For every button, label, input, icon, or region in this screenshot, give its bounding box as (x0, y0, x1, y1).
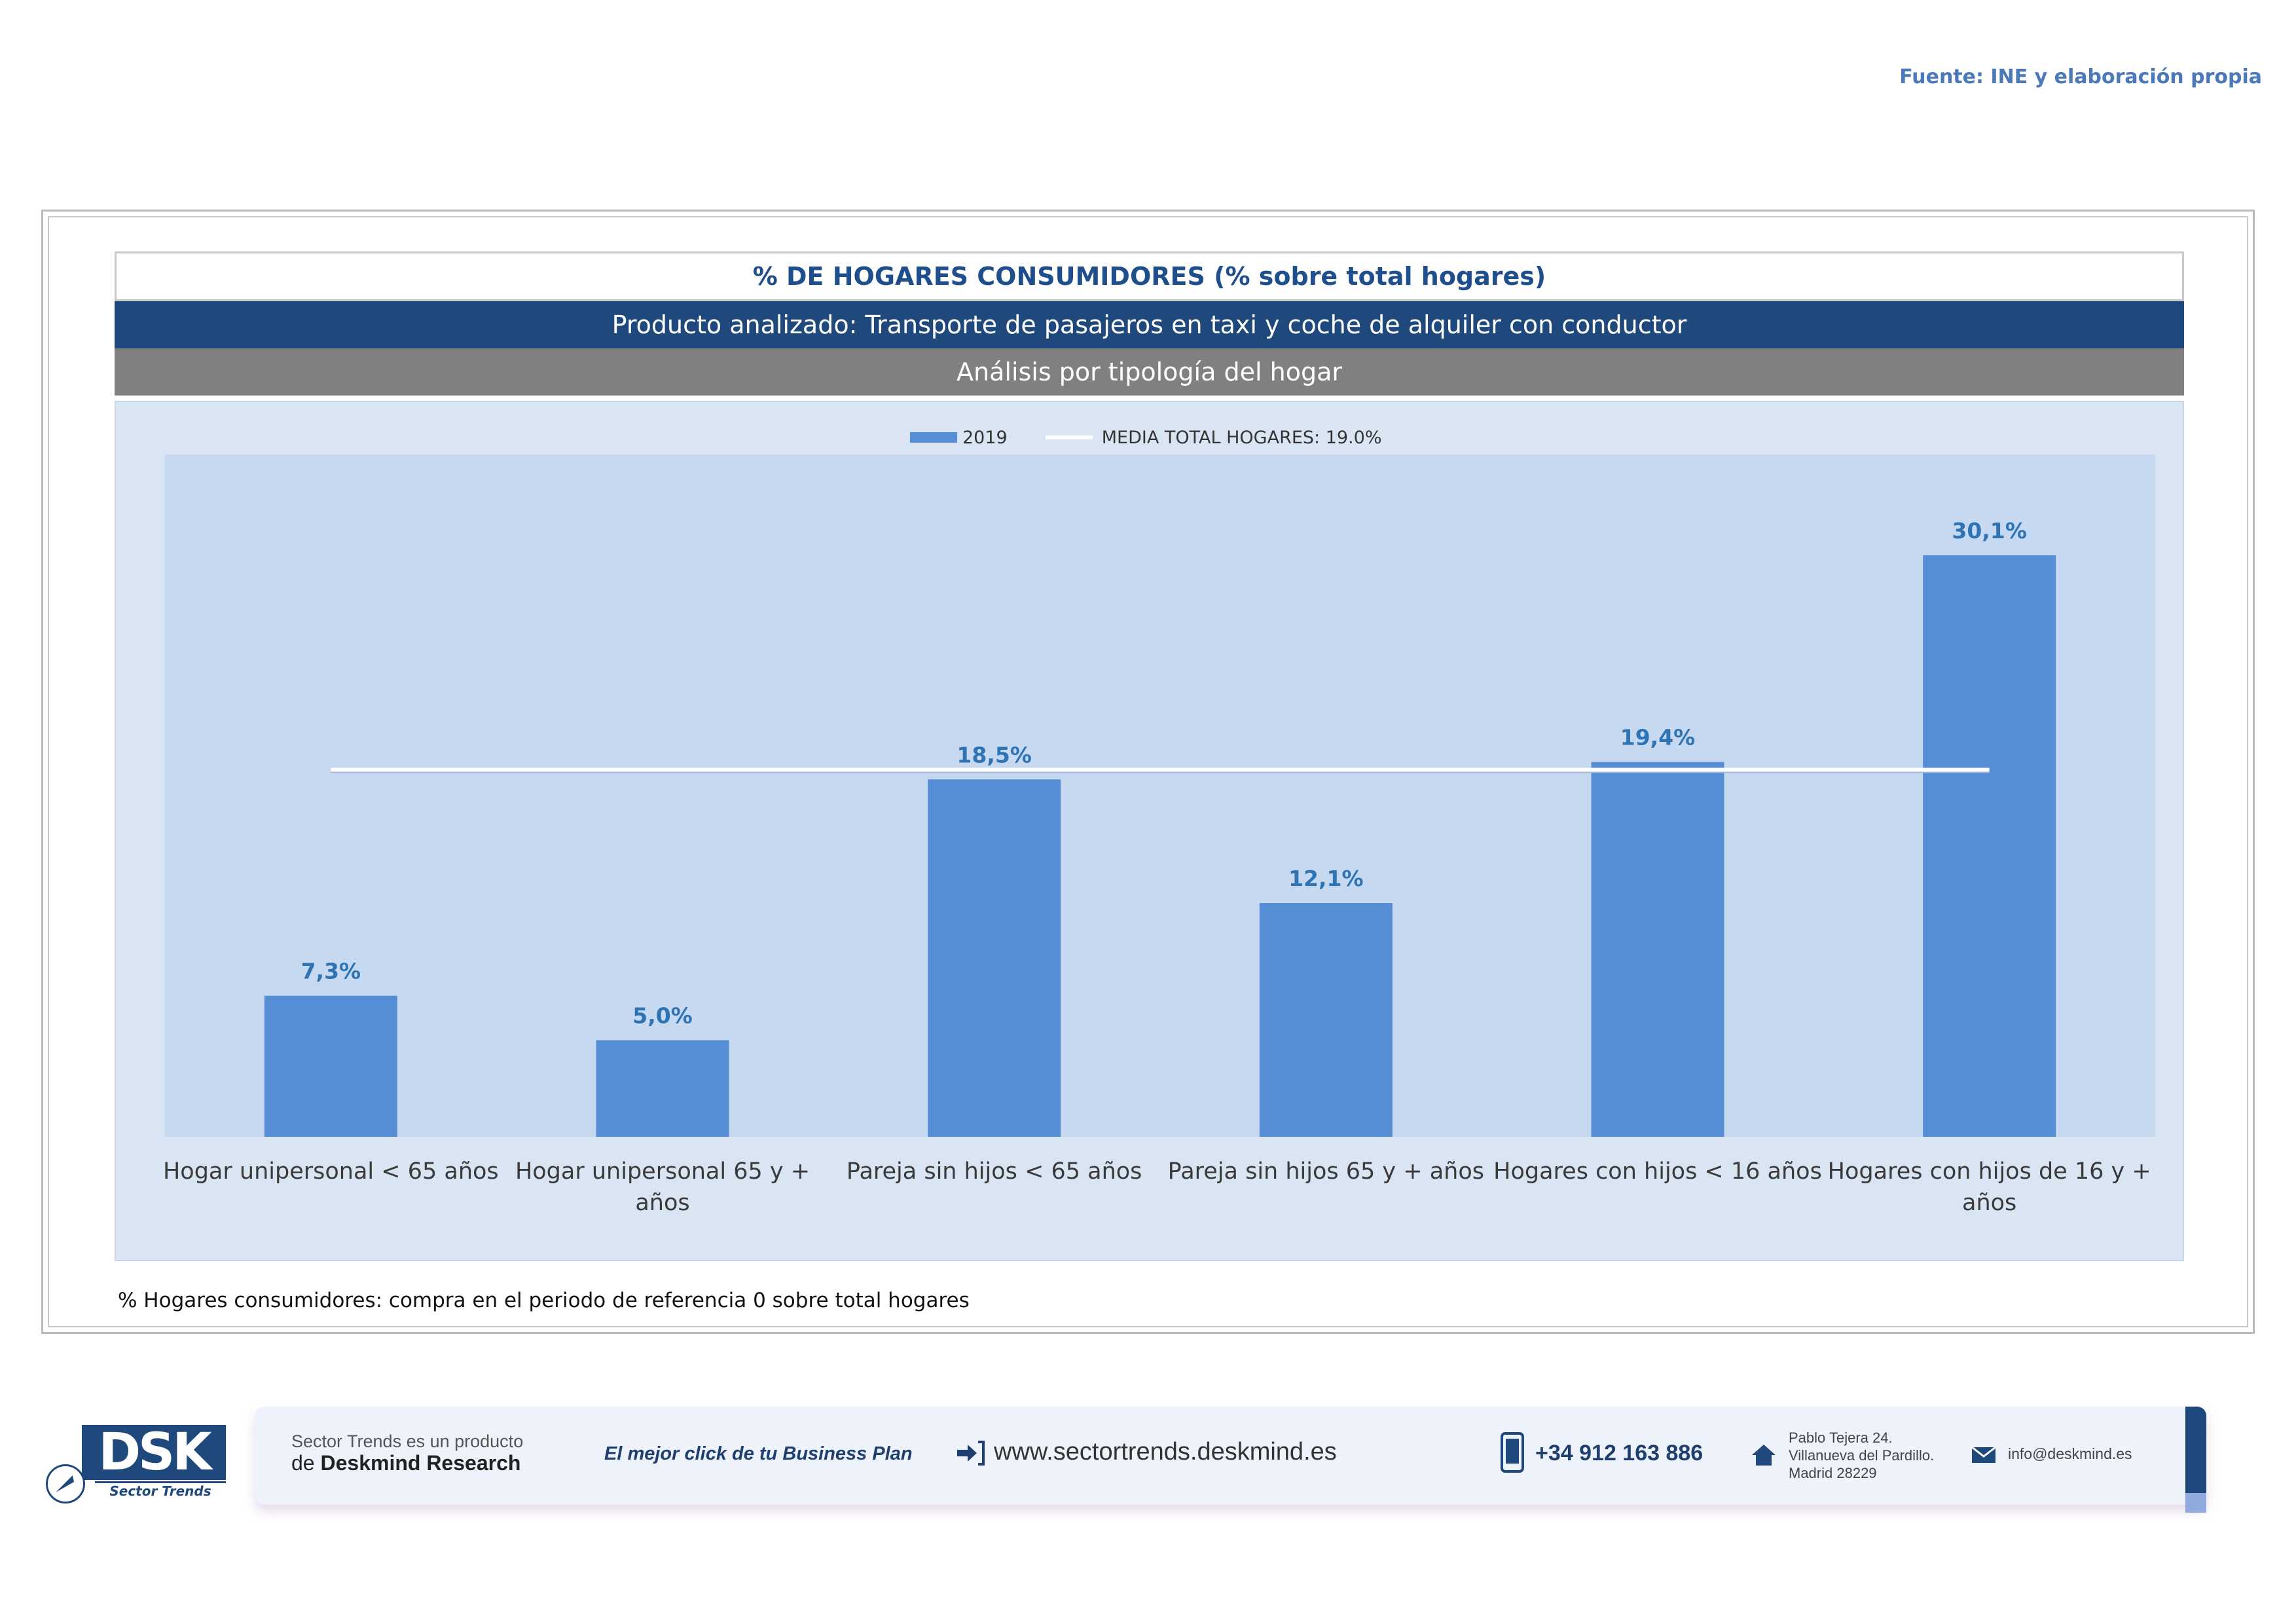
category-label: Hogar unipersonal < 65 años (163, 1158, 499, 1185)
bar (1591, 762, 1724, 1137)
legend-label-2019: 2019 (962, 427, 1008, 448)
analysis-banner: Análisis por tipología del hogar (115, 348, 2184, 396)
footer-phone[interactable]: +34 912 163 886 (1535, 1441, 1704, 1466)
home-icon (1752, 1445, 1776, 1466)
source-note: Fuente: INE y elaboración propia (1899, 65, 2262, 88)
chart-title: % DE HOGARES CONSUMIDORES (% sobre total… (115, 251, 2184, 301)
category-label: Pareja sin hijos < 65 años (847, 1158, 1142, 1185)
data-label: 30,1% (1952, 518, 2027, 544)
legend-swatch-mean (1045, 435, 1093, 439)
footer-email-link[interactable]: info@deskmind.es (2008, 1445, 2132, 1462)
footer-banner (255, 1407, 2206, 1505)
bar (1923, 555, 2056, 1137)
category-label: años (1962, 1190, 2016, 1216)
legend-label-mean: MEDIA TOTAL HOGARES: 19.0% (1101, 427, 1382, 448)
banner-accent-light (2185, 1493, 2206, 1513)
product-banner: Producto analizado: Transporte de pasaje… (115, 301, 2184, 348)
footer-company: de Deskmind Research (291, 1451, 521, 1475)
rocket-icon (46, 1464, 85, 1504)
bar (596, 1040, 729, 1137)
data-label: 12,1% (1288, 866, 1364, 891)
footer-product-line: Sector Trends es un producto (291, 1431, 524, 1451)
category-label: años (635, 1190, 689, 1216)
logo-mark: DSK (82, 1423, 226, 1482)
plot-area (165, 454, 2155, 1137)
outer-frame (41, 210, 2255, 1334)
data-label: 18,5% (957, 742, 1032, 767)
footer-address: Pablo Tejera 24. Villanueva del Pardillo… (1789, 1430, 1935, 1481)
mobile-phone-icon (1501, 1432, 1524, 1473)
footnote: % Hogares consumidores: compra en el per… (118, 1289, 970, 1312)
legend-swatch-2019 (910, 432, 957, 443)
enter-arrow-icon (957, 1441, 985, 1466)
footer-slogan: El mejor click de tu Business Plan (604, 1443, 913, 1464)
category-label: Pareja sin hijos 65 y + años (1168, 1158, 1484, 1185)
bar (928, 779, 1061, 1137)
deskmind-logo: DSK Sector Trends (46, 1423, 226, 1504)
bar (1259, 903, 1393, 1137)
logo-subtitle: Sector Trends (95, 1481, 226, 1503)
footer-website-link[interactable]: www.sectortrends.deskmind.es (994, 1438, 1337, 1466)
data-label: 19,4% (1620, 725, 1696, 750)
category-label: Hogar unipersonal 65 y + (515, 1158, 810, 1185)
inner-frame (48, 216, 2248, 1327)
data-label: 5,0% (632, 1003, 693, 1029)
mail-icon (1971, 1446, 1996, 1463)
category-label: Hogares con hijos de 16 y + (1828, 1158, 2151, 1185)
category-label: Hogares con hijos < 16 años (1493, 1158, 1822, 1185)
data-label: 7,3% (301, 959, 361, 984)
bar (264, 995, 397, 1137)
chart-legend: 2019 MEDIA TOTAL HOGARES: 19.0% (910, 426, 1381, 449)
banner-accent (2185, 1407, 2206, 1505)
